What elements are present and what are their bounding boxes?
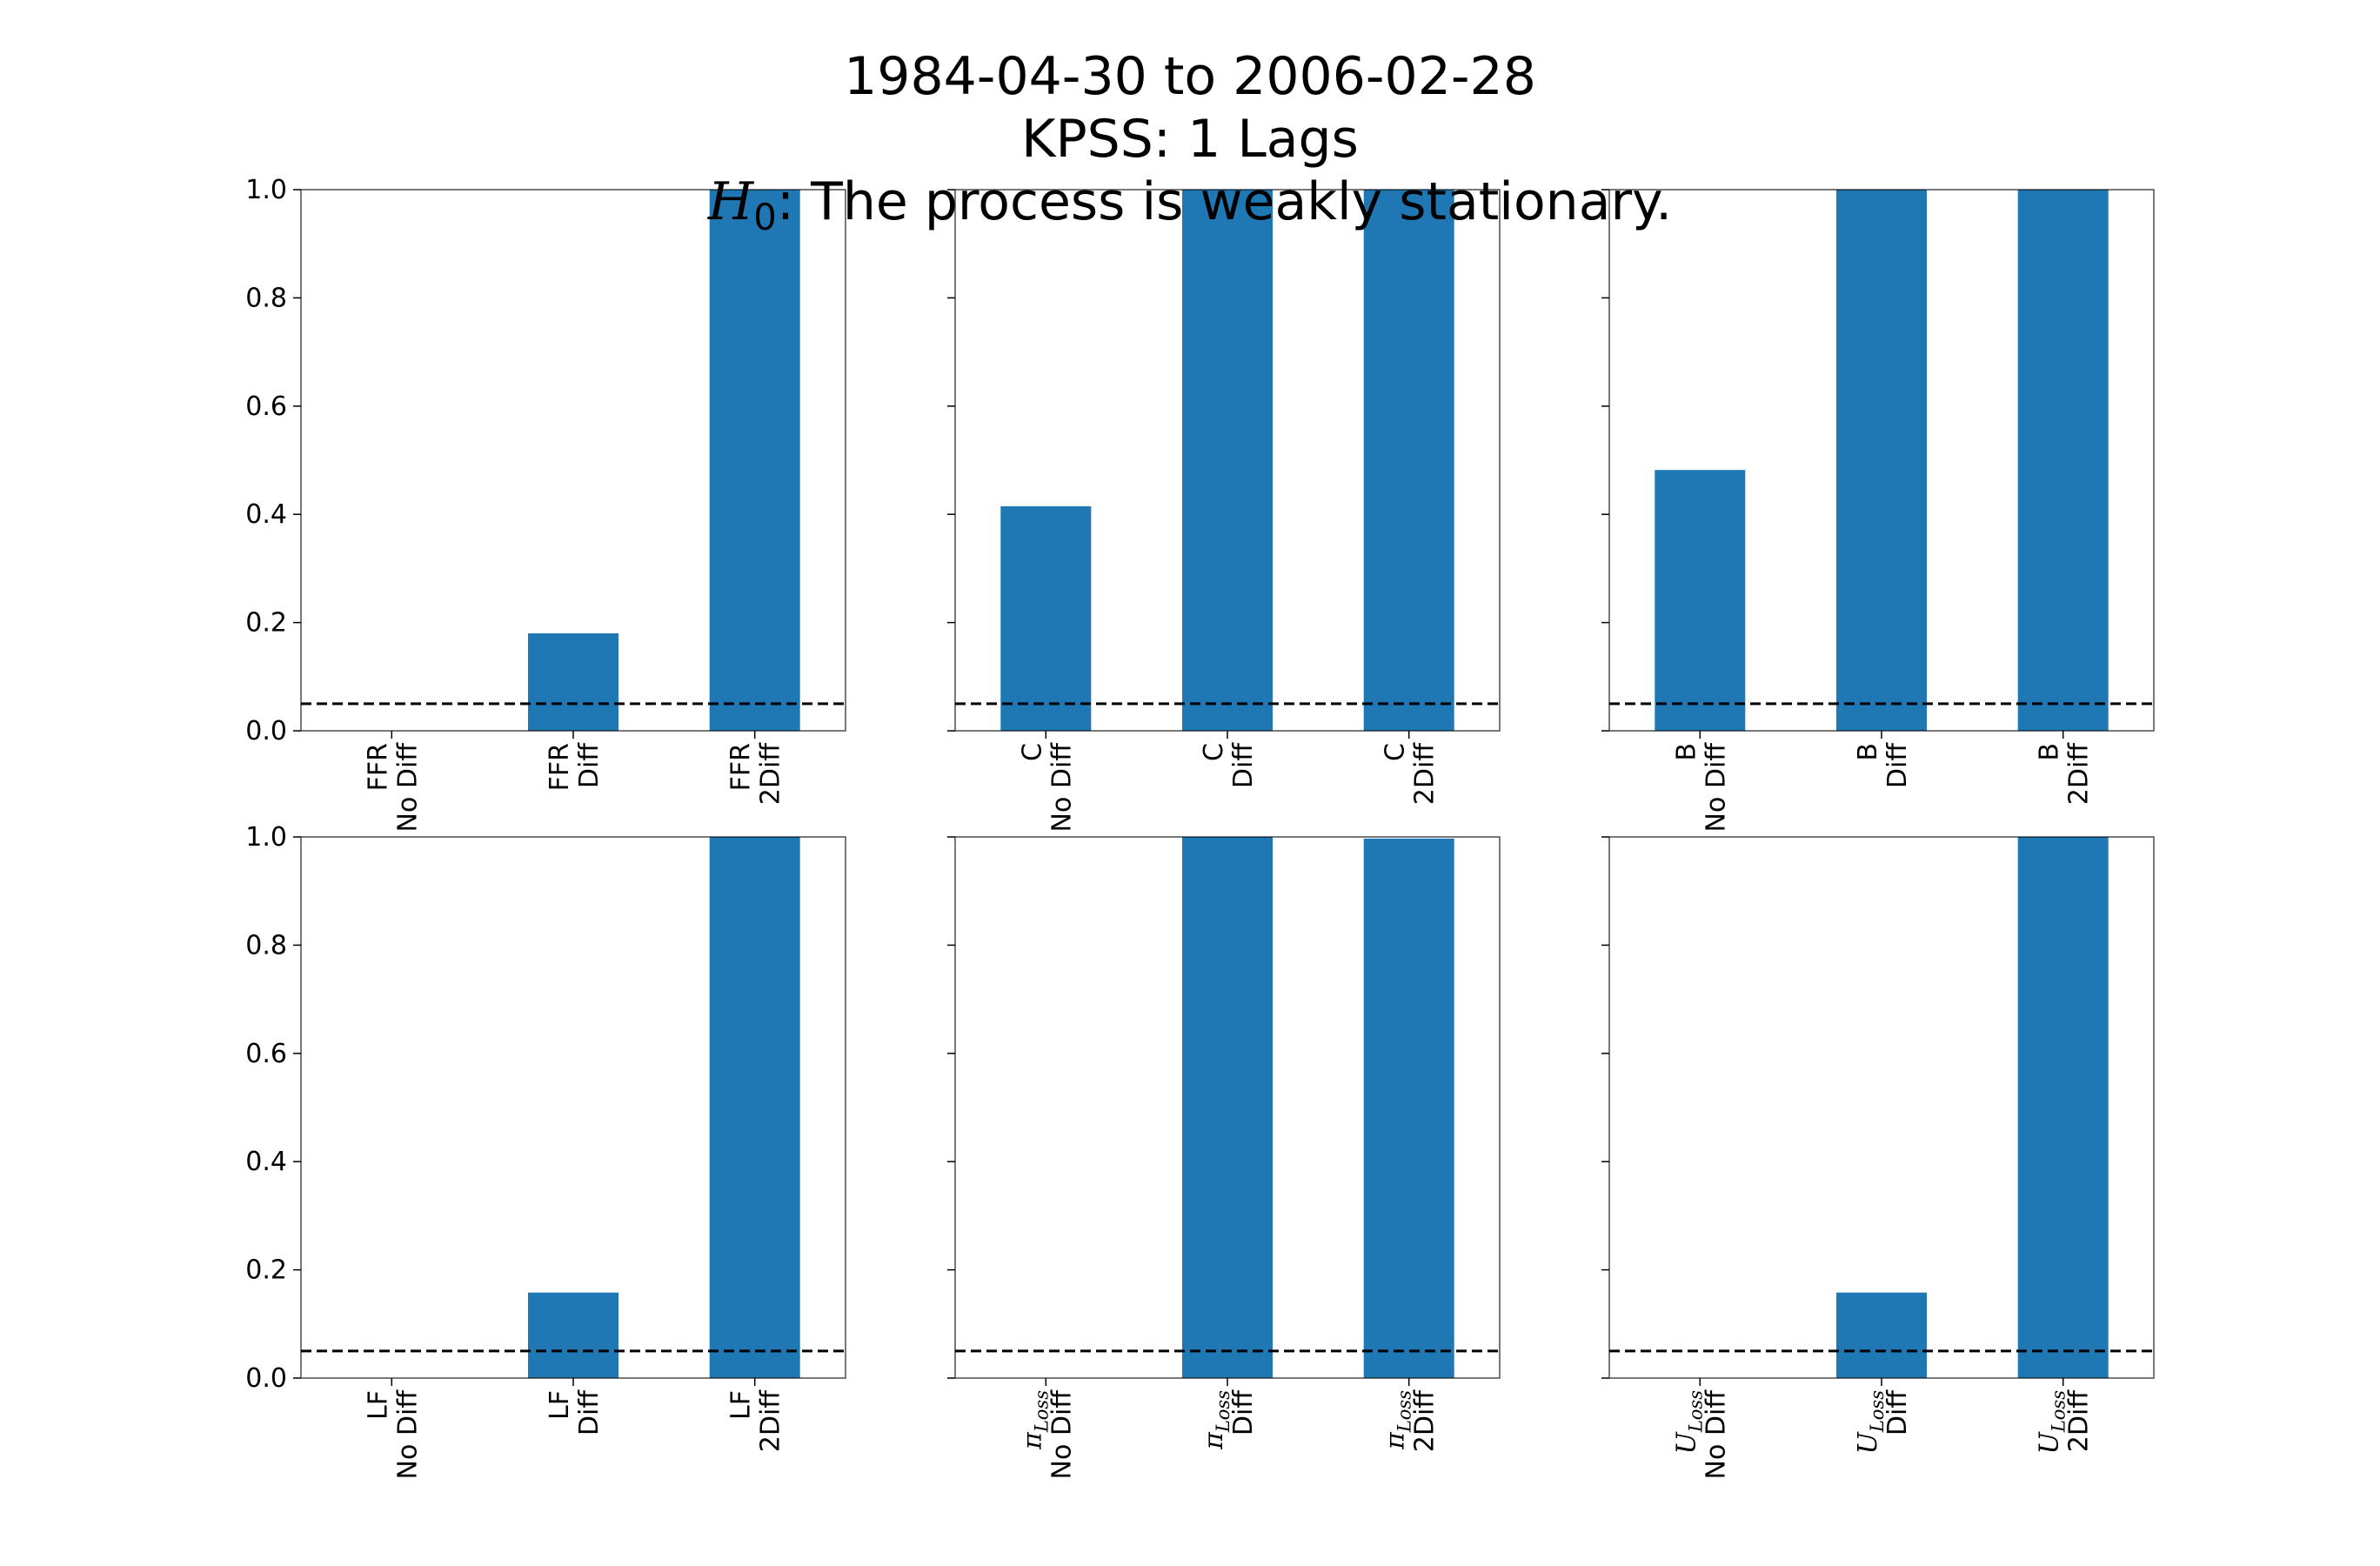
x-tick-label: FFR Diff xyxy=(545,742,605,792)
x-tick-label: C 2Diff xyxy=(1381,742,1441,806)
x-tick-label-transform: No Diff xyxy=(1701,1389,1731,1480)
x-tick-label: B 2Diff xyxy=(2035,742,2095,806)
title-hypothesis: H0: The process is weakly stationary. xyxy=(0,171,2380,249)
x-tick-label-variable: πLoss xyxy=(1381,1390,1415,1450)
x-tick-label-transform: 2Diff xyxy=(2064,742,2095,806)
x-tick-label-variable: LF xyxy=(726,1390,757,1420)
hypothesis-text: : The process is weakly stationary. xyxy=(776,171,1673,232)
x-tick-label-variable: C xyxy=(1199,743,1229,761)
x-tick-label: B No Diff xyxy=(1671,742,1731,833)
x-tick-label-transform: 2Diff xyxy=(2064,1389,2095,1453)
y-tick-label: 1.0 xyxy=(245,175,287,205)
x-tick-label-transform: No Diff xyxy=(1046,742,1077,833)
x-tick-label-transform: 2Diff xyxy=(756,1389,786,1453)
bar xyxy=(1836,190,1927,731)
x-tick-label-transform: Diff xyxy=(574,742,605,788)
bar xyxy=(1000,505,1092,731)
title-test-name: KPSS: 1 Lags xyxy=(1021,109,1359,170)
x-tick-label-transform: No Diff xyxy=(1046,1389,1077,1480)
x-tick-label: LF 2Diff xyxy=(726,1389,786,1453)
bar xyxy=(528,633,618,731)
bar xyxy=(528,1292,618,1378)
figure-title: 1984-04-30 to 2006-02-28 KPSS: 1 Lags H0… xyxy=(0,45,2380,249)
x-tick-label-variable: C xyxy=(1381,743,1411,761)
x-tick-label: LF Diff xyxy=(545,1389,605,1436)
x-tick-label: LF No Diff xyxy=(363,1389,423,1480)
y-tick-label: 0.2 xyxy=(245,608,287,639)
x-tick-label: C No Diff xyxy=(1017,742,1077,833)
x-tick-label-transform: 2Diff xyxy=(1410,742,1441,806)
bar xyxy=(709,837,800,1378)
y-tick-label: 0.6 xyxy=(245,1039,287,1069)
title-date-range: 1984-04-30 to 2006-02-28 xyxy=(844,46,1536,107)
y-tick-label: 0.6 xyxy=(245,392,287,422)
x-tick-label-variable: ULoss xyxy=(1853,1390,1888,1455)
x-tick-label-transform: No Diff xyxy=(392,1389,423,1480)
x-tick-label: B Diff xyxy=(1853,742,1913,788)
hypothesis-symbol: H xyxy=(707,171,754,232)
x-tick-label-variable: LF xyxy=(363,1390,393,1420)
x-tick-label-transform: Diff xyxy=(574,1389,605,1436)
x-tick-label: FFR 2Diff xyxy=(726,742,786,806)
x-tick-label-variable: B xyxy=(1671,743,1701,761)
x-tick-label-variable: B xyxy=(2035,743,2065,761)
x-tick-label-variable: LF xyxy=(545,1390,575,1420)
x-tick-label: FFR No Diff xyxy=(363,742,423,833)
x-tick-label-variable: πLoss xyxy=(1017,1390,1052,1450)
x-tick-label-variable: ULoss xyxy=(1671,1390,1706,1455)
y-tick-label: 0.0 xyxy=(245,716,287,746)
y-tick-label: 0.4 xyxy=(245,1147,287,1177)
x-tick-label-variable: C xyxy=(1017,743,1047,761)
x-tick-label-transform: 2Diff xyxy=(756,742,786,806)
hypothesis-subscript: 0 xyxy=(753,196,777,238)
bar xyxy=(1363,838,1454,1378)
panel-lf: 0.00.20.40.60.81.0LF No Diff LF Diff LF 2Diff xyxy=(245,822,846,1479)
bar xyxy=(2017,837,2109,1378)
x-tick-label-transform: Diff xyxy=(1228,1389,1259,1436)
x-tick-label-variable: FFR xyxy=(363,743,393,791)
y-tick-label: 0.4 xyxy=(245,499,287,530)
x-tick-label-transform: 2Diff xyxy=(1410,1389,1441,1453)
y-tick-label: 1.0 xyxy=(245,822,287,853)
panel-b: B No Diff B Diff B 2Diff xyxy=(1601,189,2155,833)
y-tick-label: 0.8 xyxy=(245,283,287,313)
bar xyxy=(1655,470,1746,731)
x-tick-label-transform: No Diff xyxy=(1701,742,1731,833)
y-tick-label: 0.0 xyxy=(245,1363,287,1394)
x-tick-label-variable: FFR xyxy=(545,743,575,791)
panel-c: C No Diff C Diff C 2Diff xyxy=(947,189,1501,833)
y-tick-label: 0.2 xyxy=(245,1255,287,1286)
x-tick-label-variable: πLoss xyxy=(1199,1390,1233,1450)
bar xyxy=(709,190,800,731)
x-tick-label-variable: ULoss xyxy=(2035,1390,2069,1455)
bar xyxy=(1363,190,1454,731)
x-tick-label-transform: No Diff xyxy=(392,742,423,833)
x-tick-label: C Diff xyxy=(1199,742,1259,788)
x-tick-label-transform: Diff xyxy=(1882,742,1913,788)
y-tick-label: 0.8 xyxy=(245,930,287,960)
bar xyxy=(2017,190,2109,731)
x-tick-label-variable: FFR xyxy=(726,743,757,791)
bar xyxy=(1836,1292,1927,1378)
x-tick-label-transform: Diff xyxy=(1228,742,1259,788)
bar xyxy=(1182,837,1273,1378)
x-tick-label-transform: Diff xyxy=(1882,1389,1913,1436)
x-tick-label-variable: B xyxy=(1853,743,1883,761)
bar xyxy=(1182,190,1273,731)
